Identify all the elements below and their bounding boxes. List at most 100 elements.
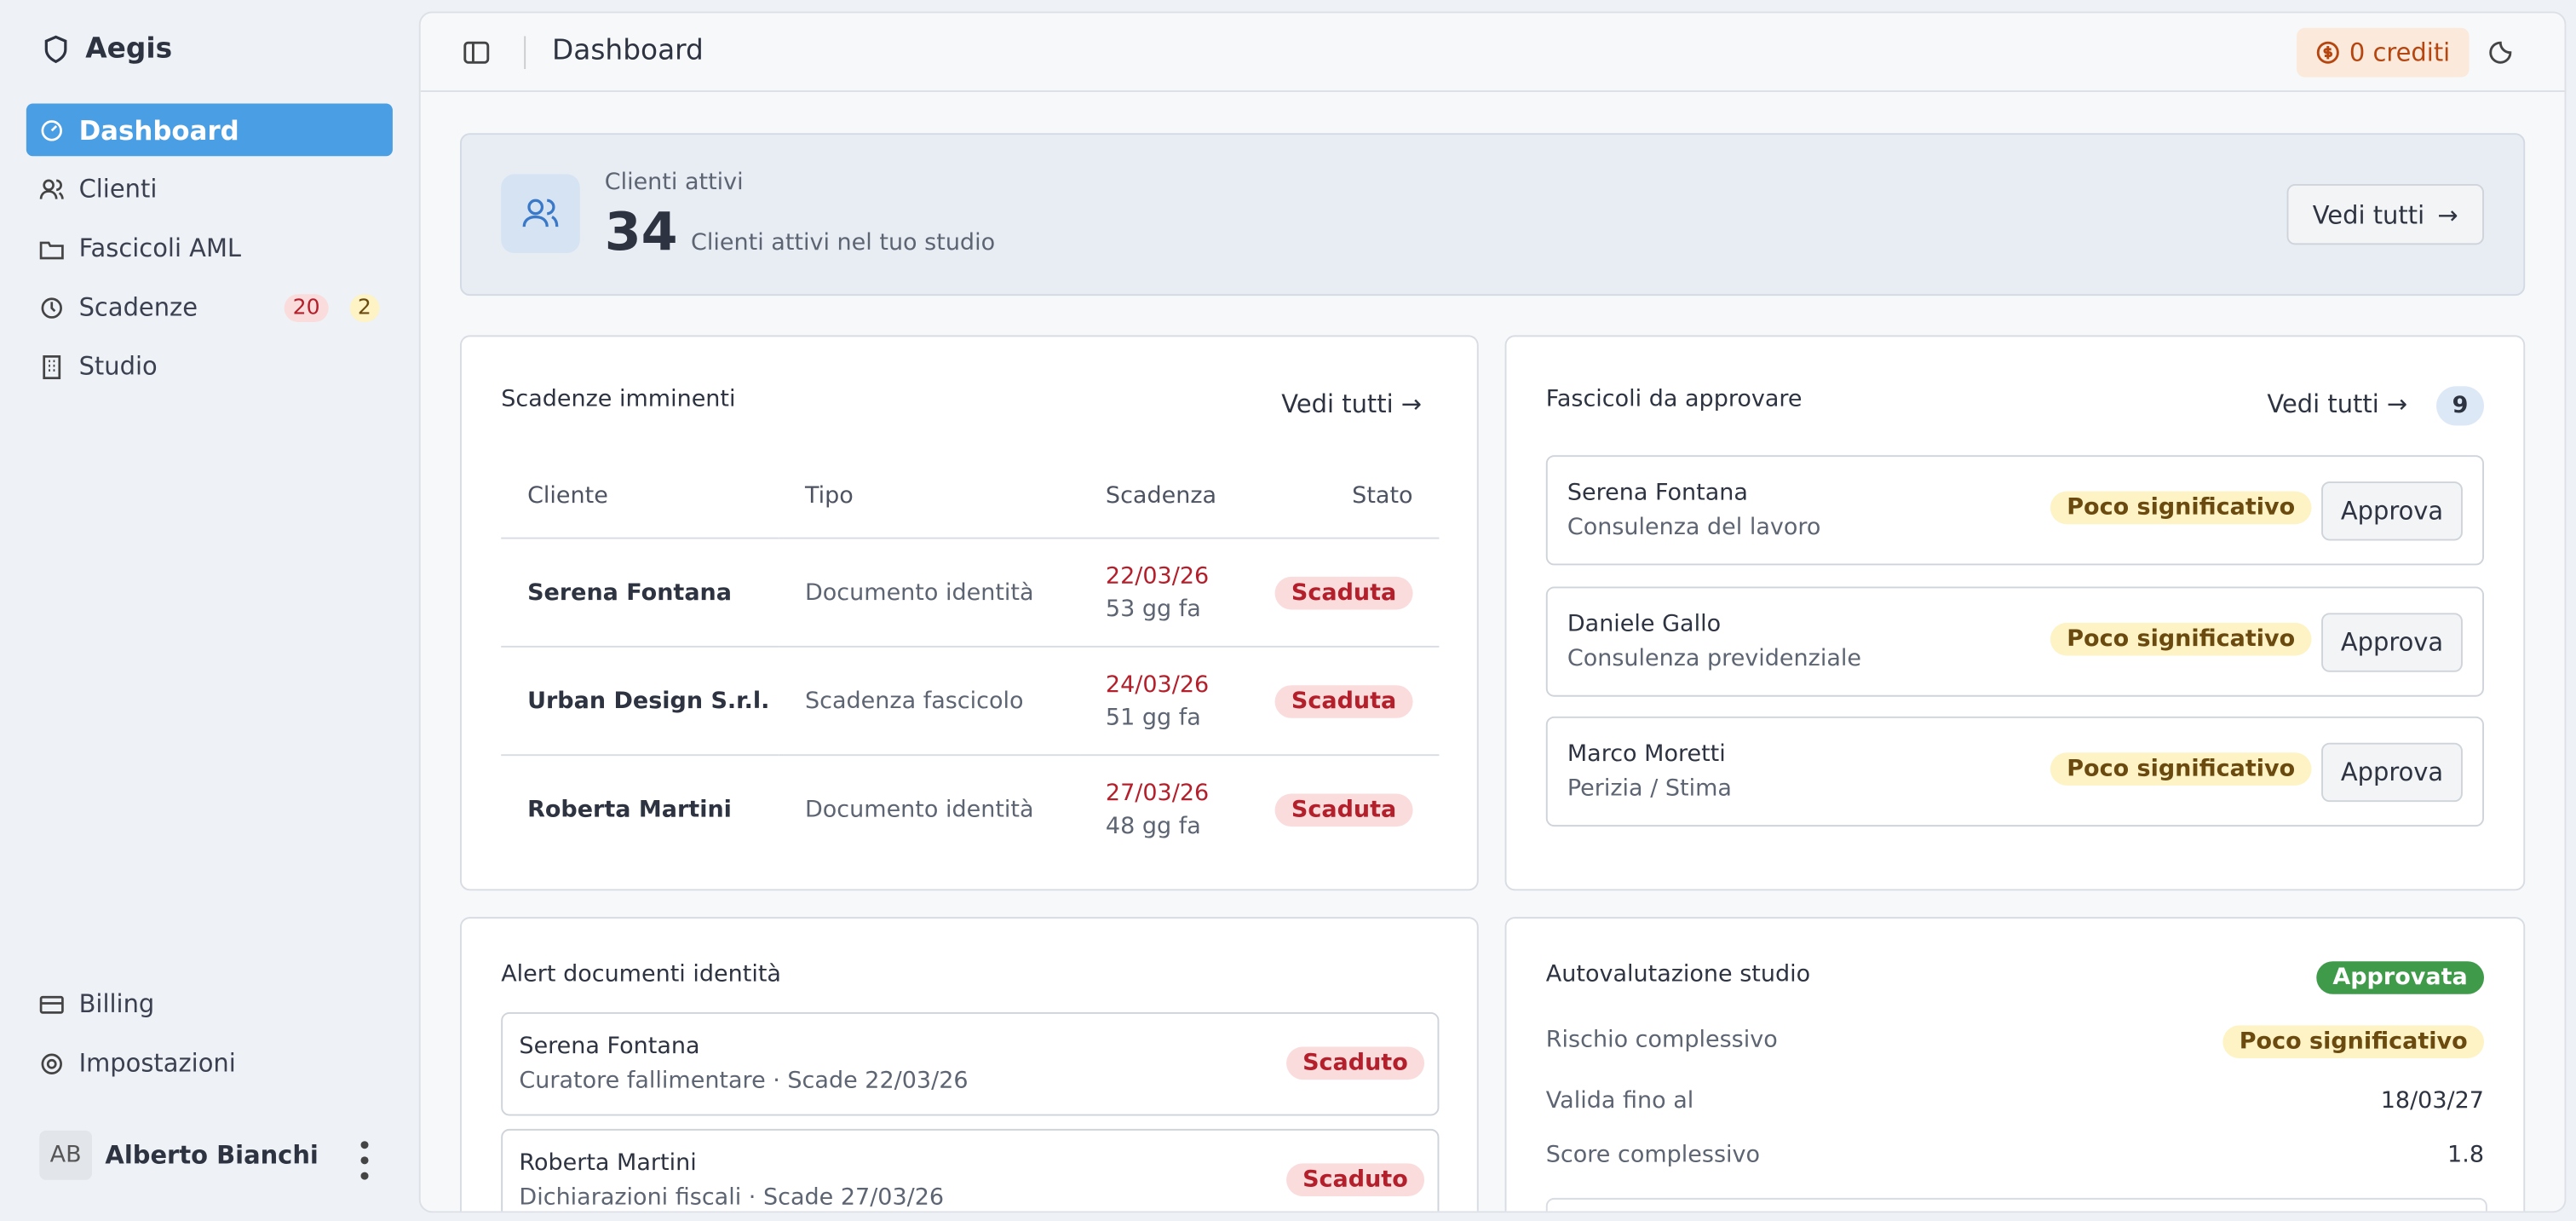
theme-toggle[interactable] xyxy=(2489,37,2516,64)
approve-button[interactable]: Approva xyxy=(2321,742,2463,803)
deadlines-action[interactable]: Vedi tutti → xyxy=(1281,389,1423,419)
deadlines-title: Scadenze imminenti xyxy=(501,386,736,413)
nav-badge: 2 xyxy=(349,293,380,322)
assessment-value: Poco significativo xyxy=(2222,1025,2484,1058)
nav-icon xyxy=(43,354,61,379)
approvals-action[interactable]: Vedi tutti → xyxy=(2267,389,2408,419)
deadline-ago: 53 gg fa xyxy=(1105,596,1201,622)
column-header: Stato xyxy=(1231,455,1440,539)
summary-card: Clienti attivi 34 Clienti attivi nel tuo… xyxy=(459,133,2526,297)
assessment-label: Rischio complessivo xyxy=(1545,1027,1778,1054)
risk-badge: Poco significativo xyxy=(2050,491,2312,525)
approvals-count: 9 xyxy=(2436,386,2484,426)
credits[interactable]: 0 crediti xyxy=(2297,27,2470,78)
approvals-card: Fascicoli da approvare Vedi tutti → 9 Se… xyxy=(1504,335,2526,891)
status-badge: Scaduta xyxy=(1274,575,1413,609)
arrow: → xyxy=(2437,199,2458,230)
approval-name: Daniele Gallo xyxy=(1567,610,1722,637)
status-cell: Scaduta xyxy=(1231,755,1439,862)
nav-icon xyxy=(39,240,64,259)
summary-label: Clienti attivi xyxy=(604,169,744,196)
summary-description: Clienti attivi nel tuo studio xyxy=(691,229,996,256)
user-menu[interactable]: ••• xyxy=(348,1137,380,1184)
nav-badge: 20 xyxy=(284,293,329,322)
nav-item[interactable]: Impostazioni xyxy=(26,1037,393,1090)
status-badge: Scaduta xyxy=(1274,792,1413,826)
nav-item[interactable]: Dashboard xyxy=(26,103,393,157)
divider xyxy=(524,36,526,69)
summary-value: 34 Clienti attivi nel tuo studio xyxy=(605,200,995,262)
approval-item: Serena Fontana Consulenza del lavoro Poco … xyxy=(1545,455,2484,566)
alert-name: Roberta Martini xyxy=(519,1149,697,1177)
nav-icon xyxy=(41,297,62,318)
approval-name: Marco Moretti xyxy=(1567,740,1726,768)
nav-item[interactable]: Fascicoli AML xyxy=(26,222,393,274)
avatar: AB xyxy=(39,1130,92,1180)
nav-item[interactable]: Studio xyxy=(26,340,393,393)
credits-label: 0 crediti xyxy=(2349,37,2451,68)
deadline-date: 24/03/26 xyxy=(1105,671,1210,698)
nav-label: Scadenze xyxy=(78,292,198,322)
header: Dashboard 0 crediti xyxy=(420,13,2565,92)
coin-icon xyxy=(2316,41,2339,64)
nav-item[interactable]: Clienti xyxy=(26,163,393,216)
deadline-ago: 51 gg fa xyxy=(1105,704,1201,731)
assessment-label: Score complessivo xyxy=(1545,1142,1761,1169)
brand-name: Aegis xyxy=(85,32,173,66)
nav-icon xyxy=(39,178,64,199)
deadline-date: 27/03/26 xyxy=(1105,780,1210,806)
status-badge: Scaduta xyxy=(1274,684,1413,717)
nav-item[interactable]: Billing xyxy=(26,977,393,1030)
nav-label: Clienti xyxy=(78,174,158,204)
summary-icon xyxy=(501,174,580,253)
approval-service: Consulenza previdenziale xyxy=(1567,644,1861,671)
self-assessment-status: Approvata xyxy=(2316,961,2484,994)
assessment-label: Valida fino al xyxy=(1545,1087,1694,1114)
nav-label: Studio xyxy=(78,351,158,382)
alert-item: Serena Fontana Curatore fallimentare · Sc… xyxy=(501,1011,1440,1116)
nav-icon xyxy=(39,994,64,1013)
approval-service: Perizia / Stima xyxy=(1567,775,1732,803)
alert-name: Serena Fontana xyxy=(519,1034,700,1060)
deadlines-table: Cliente Tipo Scadenza Stato Serena Fontana Do… xyxy=(501,455,1440,862)
approval-item: Marco Moretti Perizia / Stima Poco signifi… xyxy=(1545,716,2484,827)
approval-service: Consulenza del lavoro xyxy=(1567,514,1821,541)
sidebar-toggle[interactable] xyxy=(463,39,490,66)
deadline-cell: 24/03/26 51 gg fa xyxy=(1079,646,1232,757)
id-alerts-card: Alert documenti identità Serena Fontana C… xyxy=(459,917,1479,1212)
deadlines-action-label: Vedi tutti xyxy=(1281,389,1394,419)
sidebar: Aegis AB Alberto Bianchi ••• Dashboard Cl… xyxy=(0,0,419,1221)
column-header: Scadenza xyxy=(1079,455,1232,539)
nav-label: Impostazioni xyxy=(78,1048,236,1079)
table-row: Serena Fontana Documento identità 22/03/26… xyxy=(501,538,1440,648)
approval-name: Serena Fontana xyxy=(1567,480,1748,506)
table-head: Cliente Tipo Scadenza Stato xyxy=(501,455,1440,539)
assessment-value: 18/03/27 xyxy=(2380,1087,2484,1114)
type-cell: Documento identità xyxy=(804,796,1034,823)
risk-badge: Poco significativo xyxy=(2050,752,2312,786)
user-name[interactable]: Alberto Bianchi xyxy=(105,1140,319,1171)
nav-label: Fascicoli AML xyxy=(78,233,242,263)
client-cell: Roberta Martini xyxy=(527,796,732,823)
nav-icon xyxy=(41,1052,62,1074)
main-panel: Dashboard 0 crediti Clienti attivi 34 Cl… xyxy=(418,11,2567,1213)
nav-label: Dashboard xyxy=(78,114,239,146)
alert-detail: Dichiarazioni fiscali · Scade 27/03/26 xyxy=(519,1184,945,1212)
id-alerts-title: Alert documenti identità xyxy=(501,961,781,988)
nav-icon xyxy=(41,119,62,141)
approve-button[interactable]: Approva xyxy=(2321,612,2463,671)
type-cell: Documento identità xyxy=(779,538,1080,648)
client-cell: Urban Design S.r.l. xyxy=(501,646,779,757)
alert-item: Roberta Martini Dichiarazioni fiscali · S… xyxy=(501,1128,1440,1212)
summary-action[interactable]: Vedi tutti → xyxy=(2286,183,2484,245)
deadline-cell: 22/03/26 53 gg fa xyxy=(1079,538,1232,648)
approve-button[interactable]: Approva xyxy=(2321,481,2463,541)
self-assessment-title: Autovalutazione studio xyxy=(1545,961,1811,988)
client-cell: Serena Fontana xyxy=(501,538,779,648)
nav-item[interactable]: Scadenze 20 2 xyxy=(26,281,393,334)
summary-action-label: Vedi tutti xyxy=(2312,199,2425,230)
shield-icon xyxy=(44,35,67,64)
users-icon xyxy=(522,199,559,227)
